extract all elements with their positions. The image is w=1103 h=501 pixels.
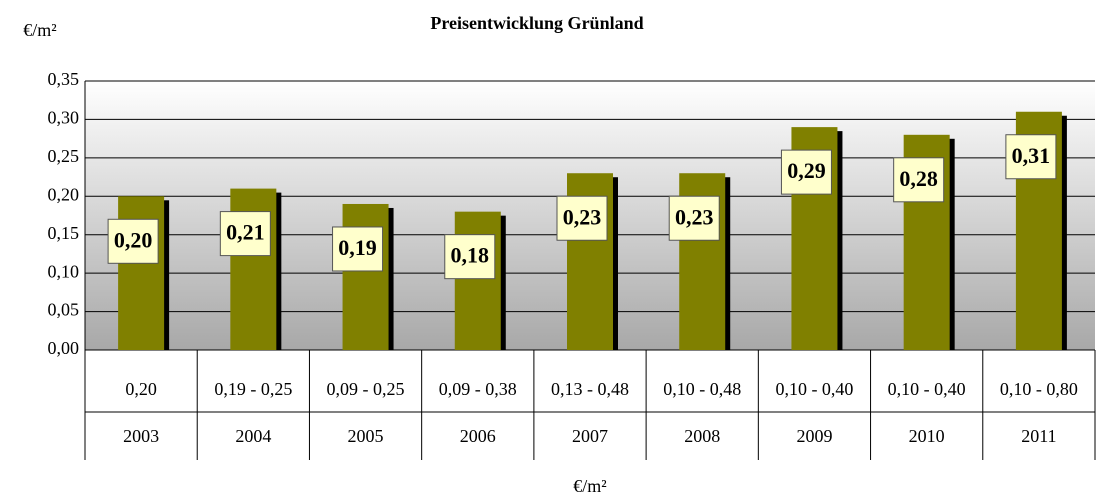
value-label-box <box>444 234 496 280</box>
range-label: 0,10 - 0,40 <box>888 379 966 399</box>
value-label: 0,28 <box>899 166 938 191</box>
range-label: 0,10 - 0,40 <box>775 379 853 399</box>
value-label-box <box>780 149 832 195</box>
value-label: 0,18 <box>451 243 490 268</box>
x-tick-label: 2007 <box>572 426 608 446</box>
chart-title: Preisentwicklung Grünland <box>430 13 643 33</box>
y-axis-label: €/m² <box>23 20 56 40</box>
x-tick-label: 2005 <box>348 426 384 446</box>
value-label-box <box>893 157 945 203</box>
range-label: 0,10 - 0,80 <box>1000 379 1078 399</box>
x-axis-label: €/m² <box>573 476 606 496</box>
value-label-box <box>668 195 720 241</box>
x-tick-label: 2009 <box>796 426 832 446</box>
x-tick-label: 2003 <box>123 426 159 446</box>
value-label: 0,23 <box>563 204 602 229</box>
y-tick-label: 0,25 <box>48 146 80 166</box>
range-label: 0,09 - 0,38 <box>439 379 517 399</box>
value-label-box <box>332 226 384 272</box>
y-tick-label: 0,35 <box>48 69 80 89</box>
range-label: 0,13 - 0,48 <box>551 379 629 399</box>
y-tick-label: 0,15 <box>48 223 80 243</box>
x-tick-label: 2006 <box>460 426 496 446</box>
value-label: 0,19 <box>338 235 377 260</box>
y-tick-label: 0,30 <box>48 108 80 128</box>
value-label: 0,31 <box>1012 143 1051 168</box>
y-tick-label: 0,05 <box>48 300 80 320</box>
value-label: 0,29 <box>787 158 826 183</box>
range-label: 0,10 - 0,48 <box>663 379 741 399</box>
value-label-box <box>556 195 608 241</box>
y-tick-label: 0,00 <box>48 338 80 358</box>
value-label-box <box>219 211 271 257</box>
x-tick-label: 2008 <box>684 426 720 446</box>
value-label-box <box>1005 134 1057 180</box>
x-tick-label: 2004 <box>235 426 271 446</box>
bar <box>454 211 501 350</box>
value-label: 0,23 <box>675 204 714 229</box>
bar <box>342 203 389 350</box>
value-label: 0,20 <box>114 227 153 252</box>
value-label-box <box>107 218 159 264</box>
y-tick-label: 0,10 <box>48 261 80 281</box>
value-label: 0,21 <box>226 220 265 245</box>
x-tick-label: 2011 <box>1021 426 1056 446</box>
y-tick-label: 0,20 <box>48 184 80 204</box>
x-tick-label: 2010 <box>909 426 945 446</box>
range-label: 0,19 - 0,25 <box>214 379 292 399</box>
range-label: 0,09 - 0,25 <box>327 379 405 399</box>
range-label: 0,20 <box>125 379 157 399</box>
